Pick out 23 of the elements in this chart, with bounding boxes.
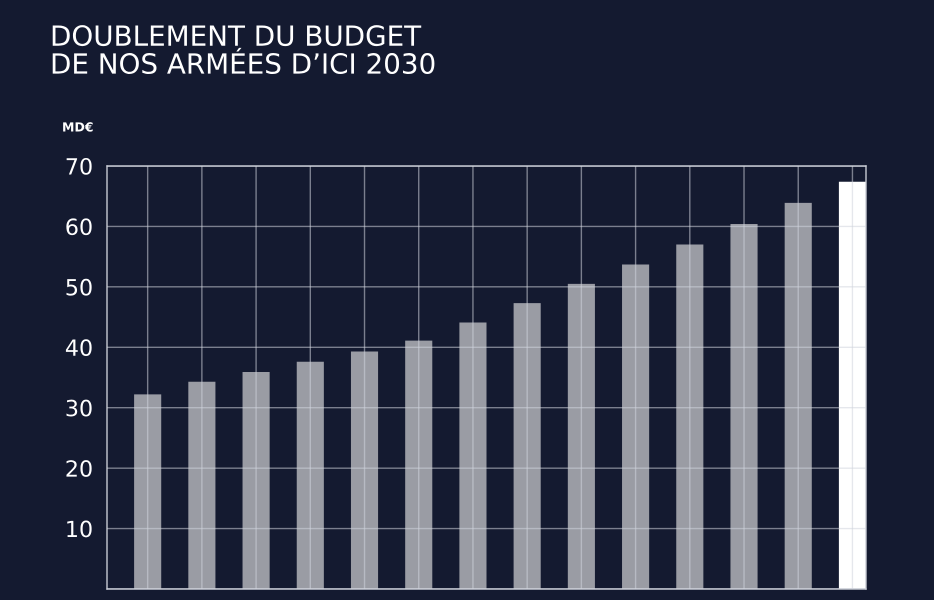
bar xyxy=(296,362,324,589)
bar xyxy=(134,394,162,589)
y-tick-label: 50 xyxy=(66,278,92,296)
bar xyxy=(350,352,378,589)
y-tick-label: 20 xyxy=(66,460,92,477)
bar xyxy=(622,264,650,589)
bar xyxy=(405,340,432,589)
bar xyxy=(242,372,270,589)
y-tick-label: 40 xyxy=(66,339,92,356)
bar xyxy=(730,224,758,589)
chart-title: DOUBLEMENT DU BUDGET DE NOS ARMÉES D’ICI 2030 xyxy=(52,25,434,74)
bar xyxy=(514,303,541,589)
y-tick-label: 60 xyxy=(66,218,92,236)
bar xyxy=(784,202,812,589)
y-tick-label: 70 xyxy=(66,158,92,175)
bar xyxy=(838,182,866,589)
y-tick-label: 10 xyxy=(67,520,92,538)
bar xyxy=(188,382,216,589)
bar xyxy=(568,284,595,589)
bar xyxy=(459,322,486,589)
y-tick-label: 30 xyxy=(66,400,92,416)
y-axis-title: MD€ xyxy=(63,122,93,132)
bar xyxy=(676,244,704,589)
